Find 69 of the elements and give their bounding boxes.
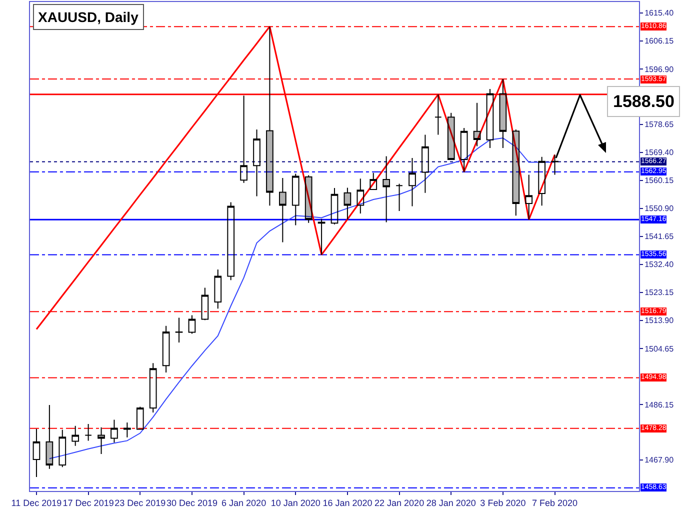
x-tick-label: 11 Dec 2019 xyxy=(11,498,62,508)
y-tick-label: 1486.15 xyxy=(644,400,674,410)
y-tick-label: 1467.90 xyxy=(644,456,674,465)
candlestick xyxy=(408,158,416,207)
x-tick-label: 23 Dec 2019 xyxy=(114,498,166,508)
candlestick xyxy=(292,173,300,226)
x-tick-label: 30 Dec 2019 xyxy=(166,498,218,508)
y-tick-label: 1550.90 xyxy=(644,204,674,214)
x-tick-label: 7 Feb 2020 xyxy=(532,498,578,508)
candlestick xyxy=(72,425,80,446)
candlestick xyxy=(422,134,429,194)
candlestick xyxy=(253,129,260,197)
candlestick xyxy=(110,419,118,444)
y-tick-label: 1560.15 xyxy=(644,176,674,186)
x-tick-label: 6 Jan 2020 xyxy=(222,498,266,508)
y-tick-label: 1569.40 xyxy=(644,148,674,158)
candlestick xyxy=(175,317,183,344)
y-tick-label: 1513.90 xyxy=(644,316,674,326)
text: XAUUSD, Daily xyxy=(38,9,139,25)
candlestick xyxy=(98,426,105,455)
candlestick xyxy=(304,174,312,224)
x-tick-label: 16 Jan 2020 xyxy=(322,498,372,508)
candlestick xyxy=(486,88,494,149)
y-tick-label: 1541.65 xyxy=(644,232,674,242)
y-tick-label: 1523.15 xyxy=(644,288,674,298)
candlestick xyxy=(525,174,533,220)
candlestick xyxy=(124,422,131,438)
candlestick xyxy=(214,269,222,310)
y-tick-label: 1578.65 xyxy=(644,120,674,130)
x-tick-label: 3 Feb 2020 xyxy=(480,498,526,508)
candlestick xyxy=(538,156,546,206)
y-tick-label: 1504.65 xyxy=(644,344,674,354)
candlestick xyxy=(356,178,364,214)
candlestick xyxy=(32,428,40,478)
candlestick xyxy=(396,183,403,212)
candlestick xyxy=(58,429,66,468)
candlestick xyxy=(382,156,390,223)
annotation: 1588.50 xyxy=(613,92,674,111)
candlestick xyxy=(551,154,558,176)
x-tick-label: 28 Jan 2020 xyxy=(426,498,476,508)
candlestick xyxy=(344,187,352,220)
line-series xyxy=(48,138,556,460)
candlestick xyxy=(460,128,468,173)
candlestick xyxy=(266,26,274,206)
candlestick xyxy=(188,314,196,334)
candlestick xyxy=(227,202,235,281)
y-tick-label: 1606.15 xyxy=(644,36,674,46)
y-tick-label: 1596.90 xyxy=(644,64,674,74)
x-tick-label: 22 Jan 2020 xyxy=(374,498,424,508)
candlestick xyxy=(512,129,520,216)
candlestick xyxy=(240,95,248,184)
candlestick xyxy=(330,188,338,225)
candlestick xyxy=(84,424,92,442)
candlestick xyxy=(434,94,442,136)
candlestick xyxy=(46,404,54,470)
candlestick xyxy=(162,325,170,374)
y-tick-label: 1615.40 xyxy=(644,8,674,18)
candlestick xyxy=(318,218,326,256)
candlestick xyxy=(499,78,507,149)
x-tick-label: 10 Jan 2020 xyxy=(270,498,320,508)
candlestick xyxy=(370,172,378,190)
candlestick xyxy=(473,102,481,147)
candlestick xyxy=(279,178,286,243)
candlestick xyxy=(447,112,455,160)
candlestick xyxy=(201,287,209,321)
y-tick-label: 1532.40 xyxy=(644,260,674,270)
candlestick xyxy=(149,362,157,414)
candlestick xyxy=(136,406,144,430)
x-tick-label: 17 Dec 2019 xyxy=(62,498,114,508)
